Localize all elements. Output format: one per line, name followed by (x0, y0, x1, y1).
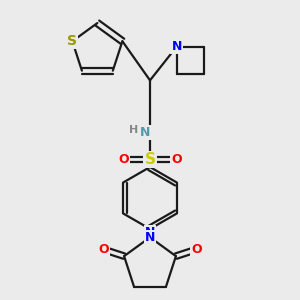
Text: O: O (171, 153, 181, 166)
Text: N: N (140, 127, 151, 140)
Text: S: S (67, 34, 77, 48)
Text: O: O (191, 243, 202, 256)
Text: O: O (118, 153, 129, 166)
Text: O: O (98, 243, 109, 256)
Text: N: N (145, 231, 155, 244)
Text: N: N (172, 40, 182, 53)
Text: H: H (129, 125, 139, 136)
Text: S: S (145, 152, 155, 167)
Text: N: N (145, 226, 155, 238)
